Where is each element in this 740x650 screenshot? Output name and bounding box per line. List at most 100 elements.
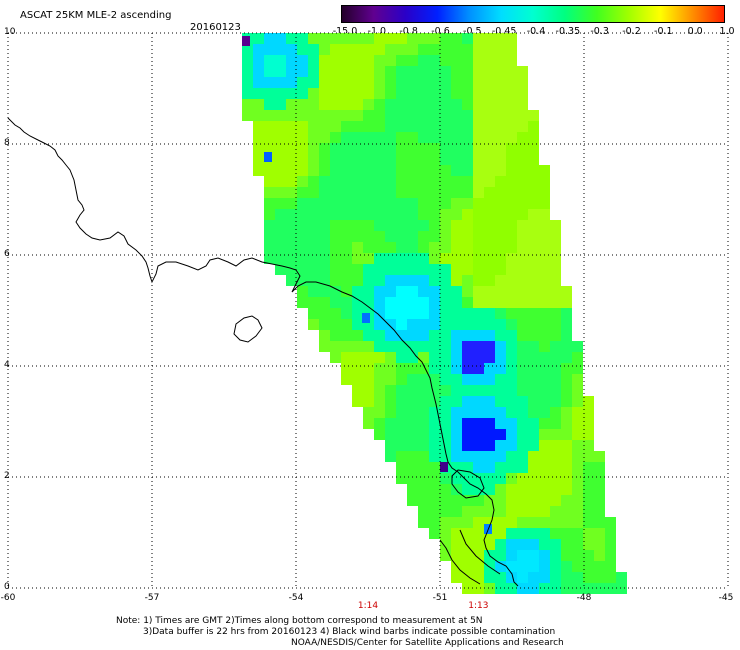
swath-cell <box>462 220 473 231</box>
swath-cell <box>308 242 319 253</box>
swath-cell <box>363 297 374 308</box>
swath-cell <box>418 187 429 198</box>
swath-cell <box>374 220 385 231</box>
swath-cell <box>506 429 517 440</box>
swath-cell <box>363 407 374 418</box>
swath-cell <box>462 242 473 253</box>
swath-cell <box>462 154 473 165</box>
swath-cell <box>396 44 407 55</box>
swath-cell <box>319 99 330 110</box>
swath-cell <box>550 484 561 495</box>
swath-cell <box>473 88 484 99</box>
swath-cell <box>374 77 385 88</box>
swath-cell <box>484 319 495 330</box>
swath-cell <box>396 121 407 132</box>
swath-cell <box>528 264 539 275</box>
swath-cell <box>473 33 484 44</box>
colorbar-tick-label: -0.3 <box>590 26 609 37</box>
colorbar-tick-label: -0.4 <box>526 26 546 37</box>
swath-cell <box>352 165 363 176</box>
swath-cell <box>473 198 484 209</box>
swath-cell <box>308 99 319 110</box>
swath-cell <box>550 308 561 319</box>
swath-cell <box>341 55 352 66</box>
swath-cell <box>352 77 363 88</box>
swath-cell <box>330 253 341 264</box>
swath-cell <box>506 264 517 275</box>
swath-cell <box>440 110 451 121</box>
swath-cell <box>429 506 440 517</box>
swath-cell <box>418 110 429 121</box>
swath-cell <box>297 165 308 176</box>
swath-cell <box>517 462 528 473</box>
swath-cell <box>594 451 605 462</box>
swath-cell <box>517 77 528 88</box>
swath-cell <box>396 209 407 220</box>
swath-cell <box>539 308 550 319</box>
swath-cell <box>517 374 528 385</box>
swath-cell <box>484 77 495 88</box>
swath-cell <box>473 187 484 198</box>
swath-cell <box>429 66 440 77</box>
swath-cell <box>561 396 572 407</box>
swath-cell <box>484 264 495 275</box>
swath-cell <box>440 517 451 528</box>
swath-cell <box>242 110 253 121</box>
swath-cell <box>407 231 418 242</box>
swath-cell <box>242 99 253 110</box>
swath-cell <box>407 110 418 121</box>
swath-cell <box>539 506 550 517</box>
swath-cell <box>517 561 528 572</box>
swath-cell <box>396 308 407 319</box>
swath-cell <box>572 396 583 407</box>
swath-cell <box>352 363 363 374</box>
note-line-2: 3)Data buffer is 22 hrs from 20160123 4)… <box>143 627 556 637</box>
swath-cell <box>539 440 550 451</box>
swath-cell <box>462 451 473 462</box>
swath-cell <box>572 484 583 495</box>
swath-cell <box>429 275 440 286</box>
swath-cell <box>440 88 451 99</box>
swath-cell <box>363 253 374 264</box>
swath-cell <box>473 286 484 297</box>
swath-cell <box>561 473 572 484</box>
swath-cell <box>385 319 396 330</box>
swath-cell <box>407 330 418 341</box>
swath-cell <box>495 572 506 583</box>
swath-cell <box>253 55 264 66</box>
swath-cell <box>275 220 286 231</box>
swath-cell <box>374 231 385 242</box>
swath-cell <box>517 418 528 429</box>
swath-cell <box>495 286 506 297</box>
swath-cell <box>495 396 506 407</box>
swath-cell <box>583 451 594 462</box>
swath-cell <box>495 143 506 154</box>
swath-cell <box>418 418 429 429</box>
swath-cell <box>528 132 539 143</box>
swath-cell <box>473 275 484 286</box>
swath-cell <box>429 121 440 132</box>
swath-cell <box>561 308 572 319</box>
lon-tick-label: -45 <box>718 593 734 603</box>
swath-cell <box>495 231 506 242</box>
swath-cell <box>264 77 275 88</box>
plot-title: ASCAT 25KM MLE-2 ascending <box>20 10 172 21</box>
swath-cell <box>363 418 374 429</box>
swath-cell <box>374 429 385 440</box>
swath-cell <box>440 473 451 484</box>
swath-cell <box>385 341 396 352</box>
swath-cell <box>440 143 451 154</box>
coastline <box>7 117 519 587</box>
swath-cell <box>572 506 583 517</box>
swath-cell <box>561 319 572 330</box>
swath-cell <box>462 99 473 110</box>
swath-cell <box>451 77 462 88</box>
swath-cell <box>341 253 352 264</box>
swath-cell <box>473 440 484 451</box>
swath-cell <box>528 198 539 209</box>
swath-cell <box>429 429 440 440</box>
swath-cell <box>440 374 451 385</box>
swath-cell <box>528 495 539 506</box>
swath-cell <box>495 220 506 231</box>
swath-cell <box>330 44 341 55</box>
